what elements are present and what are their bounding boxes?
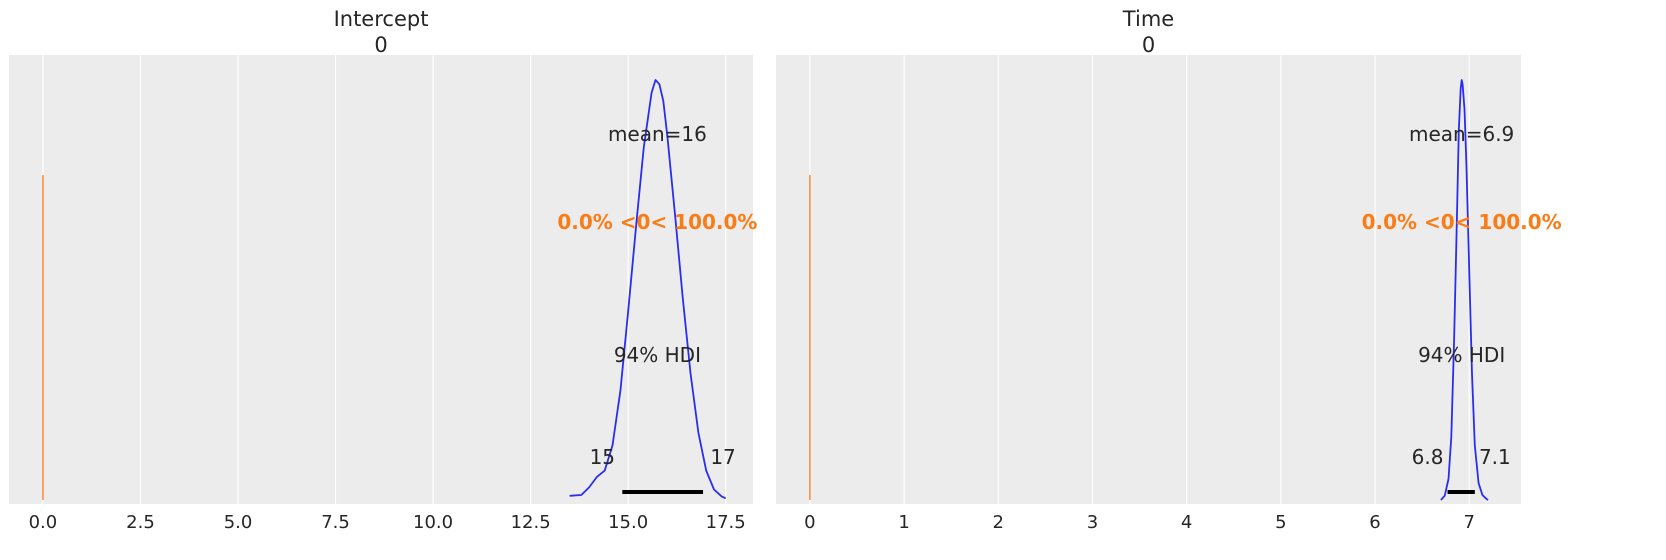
density-curve: [569, 79, 727, 500]
x-tick-label: 12.5: [511, 512, 551, 533]
x-tick-label: 3: [1087, 512, 1098, 533]
mean-label: mean=6.9: [1409, 122, 1514, 146]
panel-subtitle: 0: [374, 33, 387, 57]
x-tick-label: 5: [1275, 512, 1286, 533]
x-tick-label: 2: [993, 512, 1004, 533]
hdi-low-label: 15: [590, 445, 615, 469]
plot-area: [9, 55, 753, 504]
panel-title: Intercept: [334, 7, 429, 31]
plot-area: [776, 55, 1521, 504]
x-tick-label: 17.5: [706, 512, 746, 533]
x-tick-label: 4: [1181, 512, 1192, 533]
x-tick-label: 0: [804, 512, 815, 533]
x-tick-label: 6: [1369, 512, 1380, 533]
hdi-high-label: 7.1: [1479, 445, 1511, 469]
reference-probability-label: 0.0% <0< 100.0%: [557, 210, 757, 234]
panel-subtitle: 0: [1142, 33, 1155, 57]
x-tick-label: 1: [898, 512, 909, 533]
hdi-label: 94% HDI: [1418, 343, 1505, 367]
hdi-low-label: 6.8: [1412, 445, 1444, 469]
density-curve: [1440, 79, 1489, 501]
x-tick-label: 7.5: [321, 512, 350, 533]
hdi-label: 94% HDI: [614, 343, 701, 367]
mean-label: mean=16: [608, 122, 707, 146]
x-tick-label: 5.0: [224, 512, 253, 533]
x-tick-label: 0.0: [29, 512, 58, 533]
x-tick-label: 7: [1463, 512, 1474, 533]
x-tick-label: 10.0: [413, 512, 453, 533]
reference-probability-label: 0.0% <0< 100.0%: [1362, 210, 1562, 234]
x-tick-label: 2.5: [126, 512, 155, 533]
hdi-high-label: 17: [710, 445, 735, 469]
x-tick-label: 15.0: [608, 512, 648, 533]
panel-title: Time: [1122, 7, 1174, 31]
